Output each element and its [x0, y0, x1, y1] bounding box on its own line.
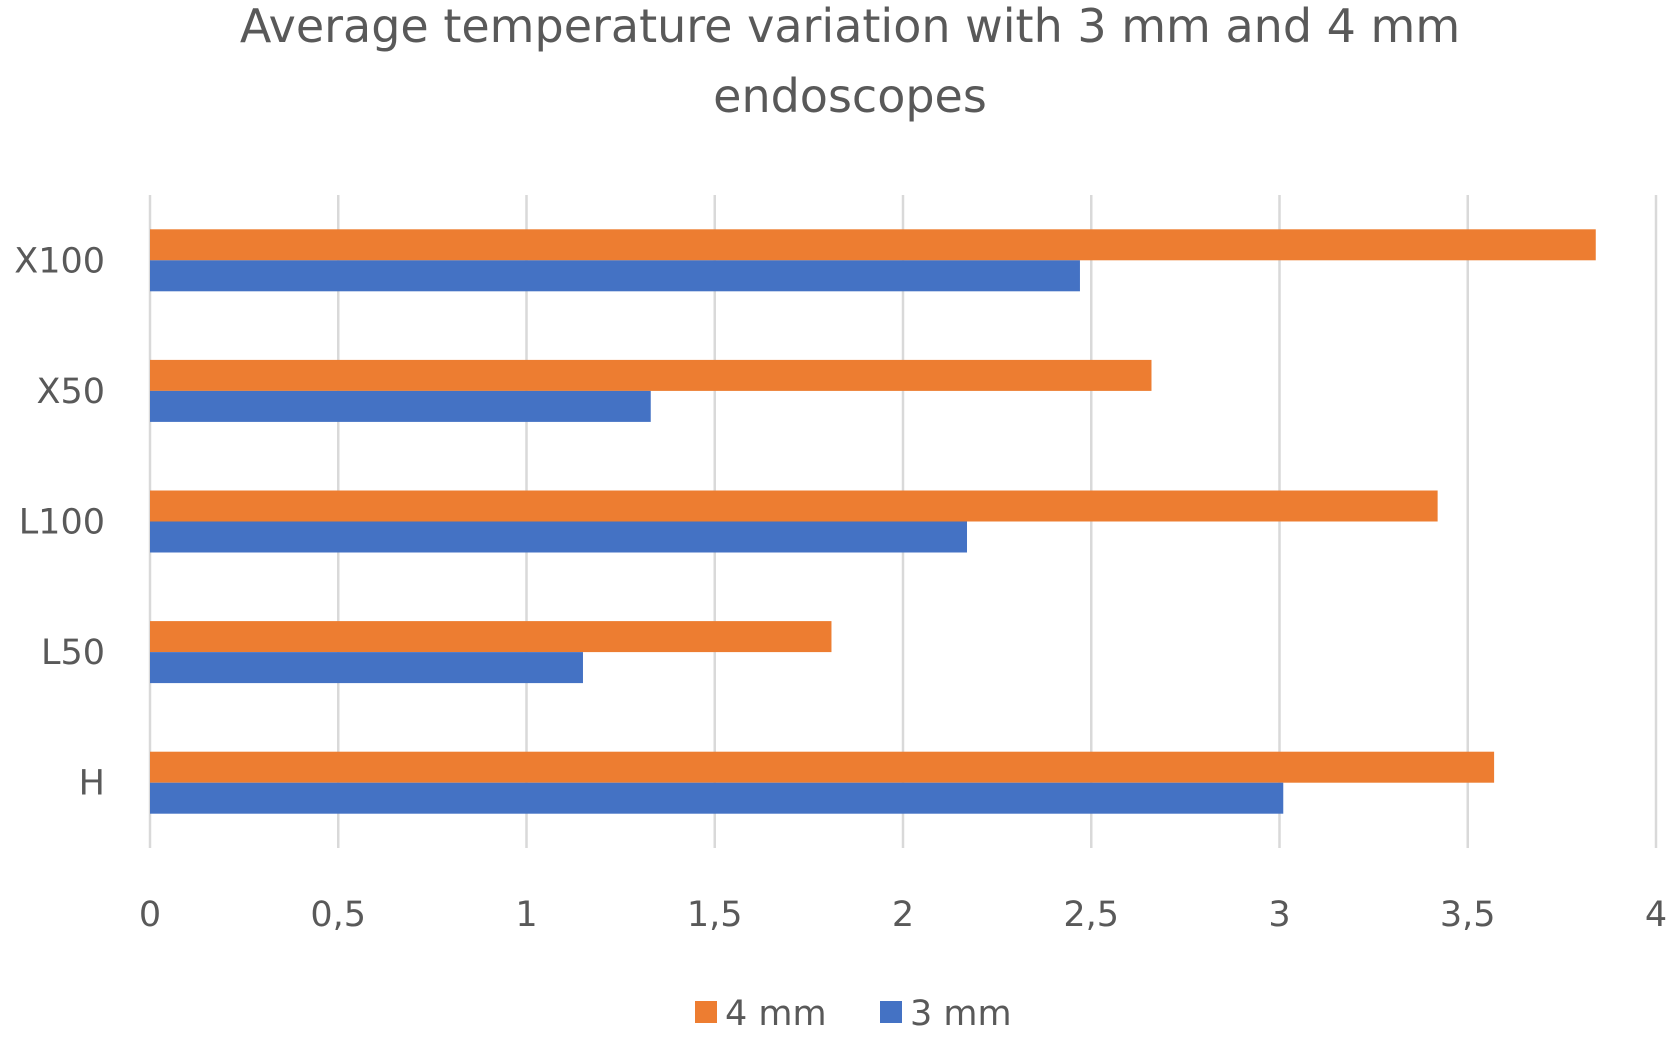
bar-4mm-H — [150, 751, 1495, 783]
x-tick-label: 4 — [1645, 895, 1667, 935]
y-tick-label: H — [79, 764, 105, 804]
bar-3mm-L100 — [150, 521, 968, 553]
legend-label: 3 mm — [910, 994, 1012, 1034]
x-tick-label: 3 — [1268, 895, 1290, 935]
y-tick-label: X100 — [14, 241, 105, 281]
bar-4mm-L50 — [150, 621, 832, 653]
bar-4mm-L100 — [150, 490, 1438, 522]
bar-3mm-H — [150, 782, 1284, 814]
x-tick-label: 2 — [892, 895, 914, 935]
bar-3mm-X50 — [150, 390, 651, 422]
x-tick-label: 2,5 — [1063, 895, 1119, 935]
bar-4mm-X50 — [150, 359, 1152, 391]
y-tick-label: X50 — [36, 372, 105, 412]
chart-title-line-2: endoscopes — [713, 69, 987, 123]
legend-label: 4 mm — [725, 994, 827, 1034]
y-tick-label: L50 — [41, 633, 105, 673]
y-tick-label: L100 — [19, 503, 105, 543]
x-tick-label: 1 — [515, 895, 537, 935]
legend-swatch — [695, 1001, 717, 1023]
x-tick-label: 0,5 — [310, 895, 366, 935]
bar-4mm-X100 — [150, 229, 1596, 261]
x-tick-label: 1,5 — [687, 895, 743, 935]
bar-3mm-X100 — [150, 260, 1080, 292]
bar-3mm-L50 — [150, 652, 583, 684]
chart-title-line-1: Average temperature variation with 3 mm … — [240, 0, 1460, 53]
x-tick-label: 3,5 — [1440, 895, 1496, 935]
x-tick-label: 0 — [139, 895, 161, 935]
legend-swatch — [880, 1001, 902, 1023]
